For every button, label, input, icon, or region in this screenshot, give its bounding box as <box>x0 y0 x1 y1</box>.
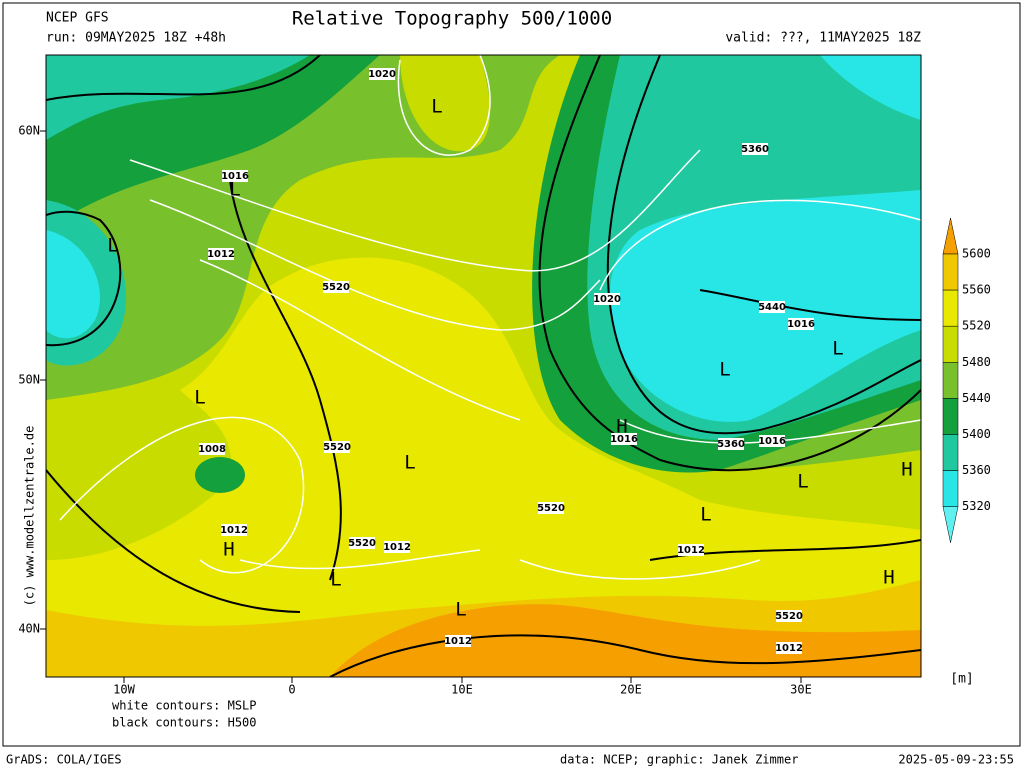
map-label: 5360 <box>741 144 769 155</box>
map-label-box <box>384 541 410 553</box>
map-label: 1012 <box>383 542 411 553</box>
map-label: 5520 <box>348 538 376 549</box>
map-label: 1020 <box>368 69 396 80</box>
map-label: H <box>901 459 912 481</box>
colorbar-cap <box>942 506 959 543</box>
map-label: 5520 <box>775 611 803 622</box>
run: run: 09MAY2025 18Z +48h <box>46 31 226 46</box>
frame <box>2 2 1021 747</box>
map-label: L <box>797 471 808 493</box>
map-label: 1012 <box>444 636 472 647</box>
colorbar: 5600 5560 5520 5480 5440 5400 5360 5320 <box>942 217 991 543</box>
map-label: L <box>832 338 843 360</box>
map-label: 5440 <box>758 302 786 313</box>
map-label: 5360 <box>717 439 745 450</box>
map-label-box <box>776 642 802 654</box>
map-label: 1008 <box>198 444 226 455</box>
map <box>45 54 922 678</box>
lon-label: 0 <box>288 683 295 697</box>
legend-white: white contours: MSLP <box>112 699 257 713</box>
colorbar-cell <box>942 470 959 507</box>
map-label-box <box>208 248 234 260</box>
map-label-box <box>349 537 375 549</box>
map-label-box <box>759 435 785 447</box>
map-label: 1012 <box>207 249 235 260</box>
map-label: 5520 <box>323 442 351 453</box>
colorbar-label: 5480 <box>962 355 991 369</box>
lon-label: 10E <box>451 683 473 697</box>
footer-center: data: NCEP; graphic: Janek Zimmer <box>560 753 798 767</box>
map-label: 1012 <box>220 525 248 536</box>
map-label: 5520 <box>537 503 565 514</box>
map-label: 5520 <box>322 282 350 293</box>
map-label-box <box>445 635 471 647</box>
map-label-box <box>759 301 785 313</box>
lon-label: 10W <box>113 683 135 697</box>
map-label: L <box>719 359 730 381</box>
map-label-box <box>742 143 768 155</box>
map-label: 1012 <box>775 643 803 654</box>
lat-label: 60N <box>18 124 40 138</box>
map-label: L <box>455 599 466 621</box>
map-label: L <box>431 96 442 118</box>
map-label: H <box>223 539 234 561</box>
map-label-box <box>678 544 704 556</box>
map-label: L <box>194 387 205 409</box>
footer-left: GrADS: COLA/IGES <box>6 753 122 767</box>
unit: [m] <box>950 672 973 687</box>
map-label-box <box>776 610 802 622</box>
map-label-box <box>611 433 637 445</box>
map-label: 1016 <box>221 171 249 182</box>
colorbar-cell <box>942 434 959 471</box>
model: NCEP GFS <box>46 11 109 26</box>
map-label-box <box>324 441 350 453</box>
map-label-box <box>788 318 814 330</box>
map-label: 1016 <box>610 434 638 445</box>
lat-label: 40N <box>18 622 40 636</box>
credit: (c) www.modellzentrale.de <box>23 426 37 607</box>
colorbar-label: 5400 <box>962 427 991 441</box>
map-label: 1012 <box>677 545 705 556</box>
lat-label: 50N <box>18 373 40 387</box>
map-label-box <box>199 443 225 455</box>
colorbar-label: 5320 <box>962 499 991 513</box>
map-label-box <box>538 502 564 514</box>
map-label: L <box>700 504 711 526</box>
footer-right: 2025-05-09-23:55 <box>898 753 1014 767</box>
valid: valid: ???, 11MAY2025 18Z <box>725 31 921 46</box>
colorbar-label: 5520 <box>962 319 991 333</box>
colorbar-cell <box>942 362 959 399</box>
map-label-box <box>718 438 744 450</box>
colorbar-label: 5600 <box>962 247 991 261</box>
colorbar-label: 5560 <box>962 283 991 297</box>
colorbar-cap <box>942 217 959 255</box>
map-label: L <box>404 452 415 474</box>
map-label-box <box>222 170 248 182</box>
legend-black: black contours: H500 <box>112 716 257 730</box>
colorbar-cell <box>942 289 959 327</box>
colorbar-cell <box>942 398 959 435</box>
map-label: L <box>107 235 118 257</box>
map-label-box <box>323 281 349 293</box>
title: Relative Topography 500/1000 <box>292 8 612 30</box>
map-label-box <box>221 524 247 536</box>
map-label: 1016 <box>787 319 815 330</box>
colorbar-cell <box>942 253 959 291</box>
lon-label: 30E <box>790 683 812 697</box>
map-label: H <box>883 567 894 589</box>
map-label: L <box>330 569 341 591</box>
map-label-box <box>369 68 395 80</box>
colorbar-label: 5360 <box>962 463 991 477</box>
map-label-box <box>594 293 620 305</box>
map-border <box>45 54 922 678</box>
map-label: H <box>616 416 627 438</box>
map-label: L <box>229 179 240 201</box>
colorbar-label: 5440 <box>962 391 991 405</box>
map-label: 1020 <box>593 294 621 305</box>
map-label: 1016 <box>758 436 786 447</box>
lon-label: 20E <box>620 683 642 697</box>
colorbar-cell <box>942 325 959 363</box>
